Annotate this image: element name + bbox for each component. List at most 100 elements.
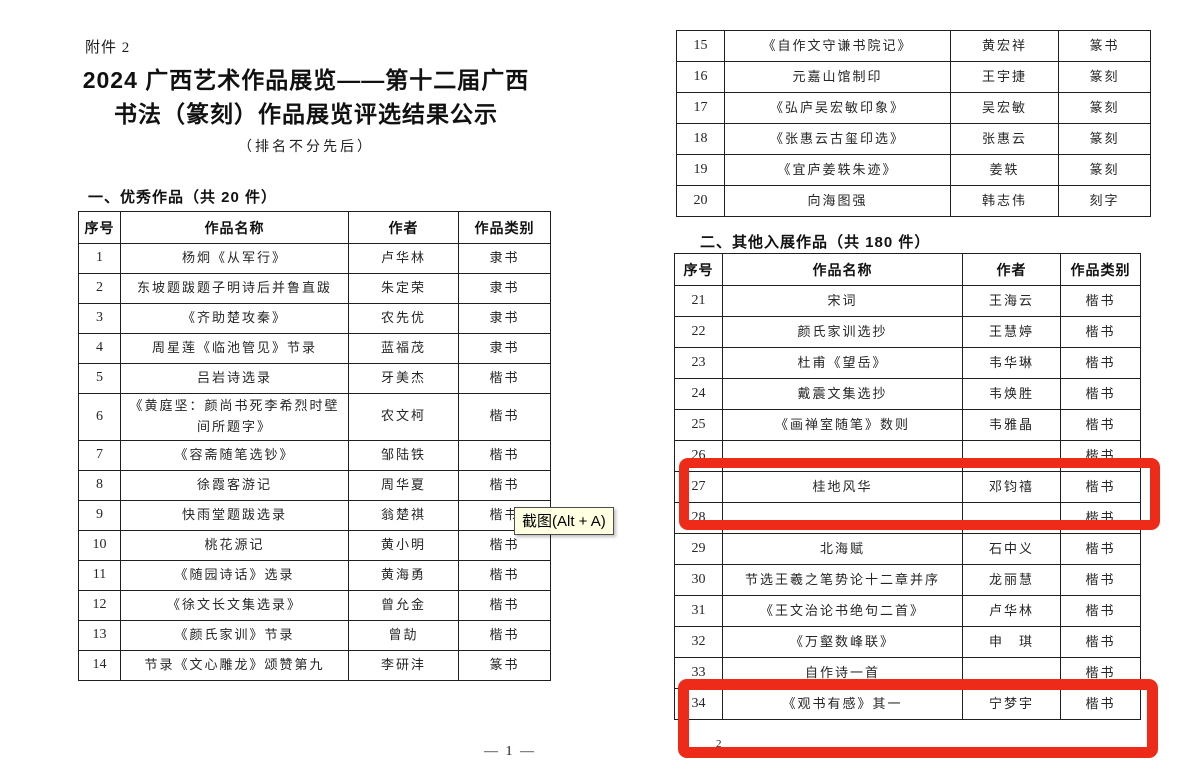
cell-no: 33 — [674, 657, 723, 689]
cell-no: 18 — [676, 123, 725, 155]
cell-author: 吴宏敏 — [950, 92, 1059, 124]
cell-author: 曾劼 — [348, 619, 459, 651]
cell-author: 翁楚祺 — [348, 499, 459, 531]
cell-author: 韦华琳 — [962, 347, 1061, 379]
table-row: 26 楷书 — [674, 440, 1141, 472]
column-header-no: 序号 — [78, 211, 121, 244]
table-row: 4 周星莲《临池管见》节录 蓝福茂 隶书 — [78, 333, 551, 364]
cell-category: 楷书 — [458, 439, 551, 471]
table-row: 9 快雨堂题跋选录 翁楚祺 楷书 — [78, 499, 551, 531]
cell-no: 17 — [676, 92, 725, 124]
cell-title: 《张惠云古玺印选》 — [724, 123, 951, 155]
cell-category: 刻字 — [1058, 185, 1151, 217]
cell-category: 楷书 — [1060, 409, 1141, 441]
cell-no: 34 — [674, 688, 723, 720]
cell-no: 21 — [674, 285, 723, 317]
cell-no: 32 — [674, 626, 723, 658]
section1-heading: 一、优秀作品（共 20 件） — [88, 189, 278, 206]
table-row: 1 杨炯《从军行》 卢华林 隶书 — [78, 243, 551, 274]
cell-no: 11 — [78, 559, 121, 591]
cell-title: 徐霞客游记 — [120, 469, 349, 501]
cell-category: 楷书 — [458, 589, 551, 621]
table-row: 30 节选王羲之笔势论十二章并序 龙丽慧 楷书 — [674, 564, 1141, 596]
cell-no: 6 — [78, 393, 121, 441]
cell-category: 篆刻 — [1058, 123, 1151, 155]
cell-no: 20 — [676, 185, 725, 217]
column-header-no: 序号 — [674, 253, 723, 286]
cell-category: 楷书 — [1060, 347, 1141, 379]
cell-category: 楷书 — [1060, 533, 1141, 565]
cell-title: 快雨堂题跋选录 — [120, 499, 349, 531]
table-header-row: 序号 作品名称 作者 作品类别 — [674, 253, 1141, 286]
cell-title: 《画禅室随笔》数则 — [722, 409, 963, 441]
cell-category: 篆刻 — [1058, 92, 1151, 124]
cell-title: 节录《文心雕龙》颂赞第九 — [120, 649, 349, 681]
table-row: 11 《随园诗话》选录 黄海勇 楷书 — [78, 559, 551, 591]
cell-author: 农文柯 — [348, 393, 459, 441]
cell-title: 节选王羲之笔势论十二章并序 — [722, 564, 963, 596]
attachment-label: 附件 2 — [85, 40, 131, 56]
cell-category: 楷书 — [458, 559, 551, 591]
table-header-row: 序号 作品名称 作者 作品类别 — [78, 211, 551, 244]
cell-category: 楷书 — [458, 393, 551, 441]
cell-category: 楷书 — [1060, 378, 1141, 410]
cell-category: 楷书 — [1060, 657, 1141, 689]
cell-no: 14 — [78, 649, 121, 681]
table-row: 25 《画禅室随笔》数则 韦雅晶 楷书 — [674, 409, 1141, 441]
cell-no: 25 — [674, 409, 723, 441]
cell-author: 黄宏祥 — [950, 30, 1059, 62]
cell-author: 黄小明 — [348, 529, 459, 561]
column-header-category: 作品类别 — [1060, 253, 1141, 286]
cell-title: 桂地风华 — [722, 471, 963, 503]
table-row: 14 节录《文心雕龙》颂赞第九 李研沣 篆书 — [78, 649, 551, 681]
cell-category: 楷书 — [1060, 285, 1141, 317]
cell-no: 27 — [674, 471, 723, 503]
cell-no: 30 — [674, 564, 723, 596]
cell-category: 篆刻 — [1058, 154, 1151, 186]
table-row: 34 《观书有感》其一 宁梦宇 楷书 — [674, 688, 1141, 720]
table-row: 7 《容斋随笔选钞》 邹陆铁 楷书 — [78, 439, 551, 471]
cell-category: 篆书 — [458, 649, 551, 681]
cell-category: 楷书 — [458, 619, 551, 651]
cell-category: 楷书 — [1060, 440, 1141, 472]
cell-category: 楷书 — [458, 363, 551, 394]
cell-author: 邓钧禧 — [962, 471, 1061, 503]
cell-title — [722, 502, 963, 534]
cell-category: 隶书 — [458, 333, 551, 364]
table-row: 32 《万壑数峰联》申 琪楷书 — [674, 626, 1141, 658]
cell-title: 元嘉山馆制印 — [724, 61, 951, 93]
cell-category: 隶书 — [458, 303, 551, 334]
cell-author: 韦雅晶 — [962, 409, 1061, 441]
table-row: 20 向海图强 韩志伟 刻字 — [676, 185, 1151, 217]
cell-title: 杜甫《望岳》 — [722, 347, 963, 379]
cell-title: 《万壑数峰联》 — [722, 626, 963, 658]
cell-author: 张惠云 — [950, 123, 1059, 155]
cell-author: 韦焕胜 — [962, 378, 1061, 410]
awards-table: 序号 作品名称 作者 作品类别 1 杨炯《从军行》 卢华林 隶书 2 东坡题跋题子明诗后并… — [78, 211, 551, 681]
cell-no: 22 — [674, 316, 723, 348]
cell-category: 楷书 — [1060, 626, 1141, 658]
cell-title: 《自作文守谦书院记》 — [724, 30, 951, 62]
cell-title: 东坡题跋题子明诗后并鲁直跋 — [120, 273, 349, 304]
cell-category: 楷书 — [1060, 688, 1141, 720]
cell-author: 王慧婷 — [962, 316, 1061, 348]
cell-category: 楷书 — [458, 469, 551, 501]
cell-author — [962, 502, 1061, 534]
cell-category: 楷书 — [1060, 502, 1141, 534]
cell-category: 隶书 — [458, 273, 551, 304]
table-row: 10 桃花源记 黄小明 楷书 — [78, 529, 551, 561]
cell-no: 15 — [676, 30, 725, 62]
table-row: 16 元嘉山馆制印 王宇捷 篆刻 — [676, 61, 1151, 93]
cell-title: 宋词 — [722, 285, 963, 317]
cell-title: 周星莲《临池管见》节录 — [120, 333, 349, 364]
table-row: 5 吕岩诗选录 牙美杰 楷书 — [78, 363, 551, 394]
table-row: 3 《齐助楚攻秦》 农先优 隶书 — [78, 303, 551, 334]
cell-author — [962, 440, 1061, 472]
table-row: 18 《张惠云古玺印选》 张惠云 篆刻 — [676, 123, 1151, 155]
cell-title: 吕岩诗选录 — [120, 363, 349, 394]
cell-title: 《颜氏家训》节录 — [120, 619, 349, 651]
cell-category: 篆刻 — [1058, 61, 1151, 93]
screenshot-tooltip: 截图(Alt + A) — [514, 507, 614, 535]
cell-author: 蓝福茂 — [348, 333, 459, 364]
